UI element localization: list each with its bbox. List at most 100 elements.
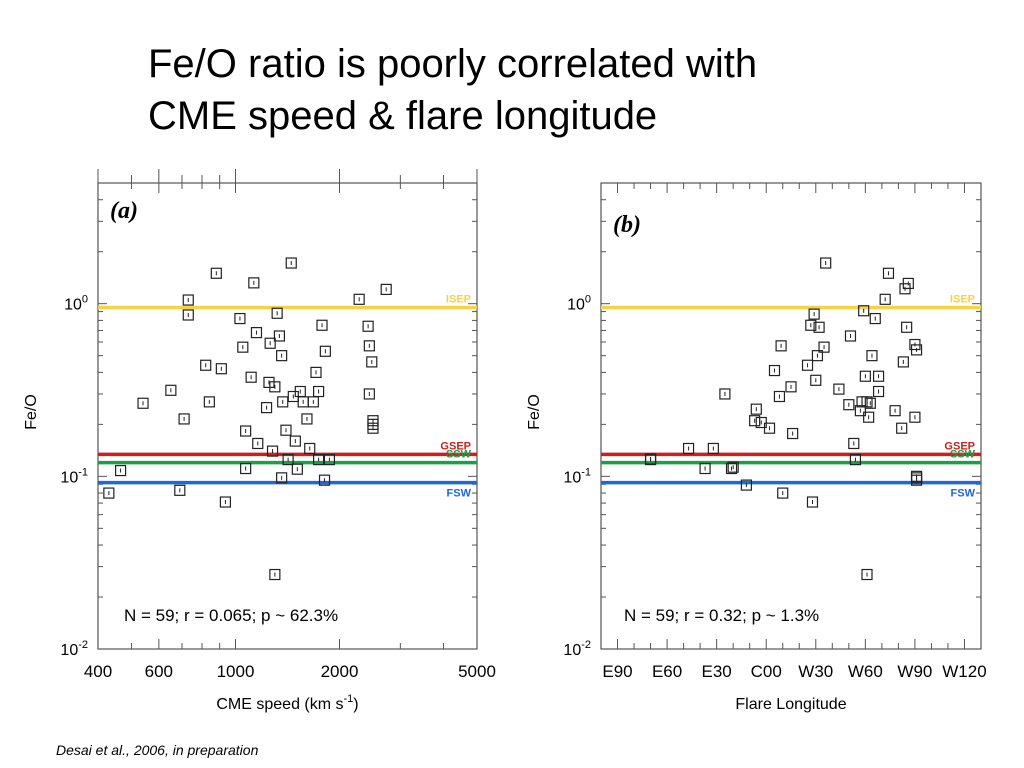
data-point — [285, 257, 297, 269]
data-point — [276, 472, 288, 484]
reference-label-gsep: GSEP — [944, 440, 975, 452]
data-point — [269, 568, 281, 581]
data-point — [866, 350, 878, 362]
data-point — [879, 293, 891, 305]
data-point — [182, 309, 194, 321]
stats-annotation: N = 59; r = 0.32; p ~ 1.3% — [624, 606, 819, 625]
data-point — [882, 267, 895, 279]
x-axis-label: CME speed (km s-1) — [216, 693, 358, 713]
x-tick-label: 1000 — [217, 662, 255, 681]
data-point — [250, 327, 263, 339]
slide-title: Fe/O ratio is poorly correlated with CME… — [148, 38, 968, 142]
y-tick-label: 100 — [64, 294, 88, 314]
data-point — [818, 341, 830, 353]
data-point — [843, 399, 855, 411]
data-point — [276, 350, 288, 362]
x-tick-label: W60 — [848, 662, 883, 681]
data-point — [910, 344, 923, 356]
reference-label-fsw: FSW — [951, 488, 976, 500]
data-point — [200, 359, 212, 371]
data-point — [811, 350, 824, 362]
data-point — [863, 411, 875, 423]
y-tick-label: 10-2 — [60, 639, 88, 659]
chart-panel-a: 400 600 1000 2000 5000 100 10-1 10-2 Fe/O CME spe… — [23, 169, 496, 713]
data-point — [269, 381, 281, 393]
data-point — [367, 422, 379, 434]
reference-label-isep: ISEP — [950, 294, 975, 306]
reference-label-ssw: SSW — [446, 449, 472, 461]
data-point — [813, 321, 825, 333]
data-point — [313, 454, 325, 466]
data-point — [215, 363, 227, 375]
x-tick-label: C00 — [751, 662, 782, 681]
data-point — [644, 453, 657, 465]
data-point — [362, 320, 374, 332]
data-point — [902, 277, 914, 290]
data-point — [810, 374, 822, 386]
data-point — [114, 464, 127, 477]
data-point — [909, 411, 921, 423]
data-point — [271, 307, 283, 319]
reference-label-fsw: FSW — [447, 488, 472, 500]
chart-panel-b: E90 E60 E30 C00 W30 W60 W90 W120 100 10-1 10-2 Fe/O… — [526, 182, 987, 713]
data-point — [872, 385, 885, 398]
data-point — [897, 356, 909, 368]
x-tick-label: W90 — [897, 662, 932, 681]
data-point — [725, 462, 738, 475]
data-point — [833, 383, 845, 395]
data-point — [910, 470, 923, 482]
reference-label-isep: ISEP — [446, 294, 471, 306]
data-point — [805, 319, 817, 331]
plot-frame — [600, 182, 982, 650]
data-point — [889, 405, 901, 417]
y-tick-label: 10-2 — [563, 639, 591, 659]
data-point — [289, 435, 301, 447]
data-point — [787, 427, 799, 440]
data-point — [273, 330, 286, 342]
data-point — [174, 484, 186, 496]
y-axis-label: Fe/O — [526, 394, 543, 430]
data-point — [318, 474, 331, 486]
x-tick-label: 600 — [145, 662, 173, 681]
data-point — [849, 454, 862, 466]
data-point — [785, 381, 797, 393]
data-point — [210, 267, 222, 279]
data-point — [165, 384, 177, 396]
data-point — [773, 390, 786, 403]
data-point — [727, 461, 739, 473]
data-point — [806, 496, 819, 508]
reference-label-ssw: SSW — [950, 449, 976, 461]
data-point — [864, 397, 876, 409]
data-point — [682, 442, 695, 455]
data-point — [869, 312, 881, 325]
data-point — [820, 257, 832, 269]
data-point — [750, 403, 762, 415]
data-point — [319, 345, 331, 357]
panel-label: (a) — [110, 198, 138, 224]
data-point — [313, 385, 325, 398]
data-point — [234, 312, 246, 325]
data-point — [808, 308, 820, 320]
data-point — [260, 402, 273, 414]
data-point — [310, 366, 322, 378]
x-axis-label: Flare Longitude — [735, 696, 846, 713]
data-point — [848, 437, 860, 450]
data-point — [353, 293, 365, 305]
data-point — [248, 277, 260, 289]
data-point — [252, 437, 264, 450]
data-point — [366, 356, 378, 368]
data-point — [291, 463, 303, 475]
data-point — [245, 371, 257, 383]
data-point — [304, 442, 316, 455]
data-point — [859, 370, 871, 382]
data-point — [280, 424, 292, 436]
data-point — [755, 416, 767, 429]
data-point — [719, 388, 731, 400]
x-tick-label: 2000 — [321, 662, 359, 681]
data-point — [768, 364, 781, 377]
data-point — [240, 425, 252, 437]
data-point — [858, 305, 870, 317]
data-point — [282, 454, 294, 466]
data-point — [240, 462, 252, 475]
